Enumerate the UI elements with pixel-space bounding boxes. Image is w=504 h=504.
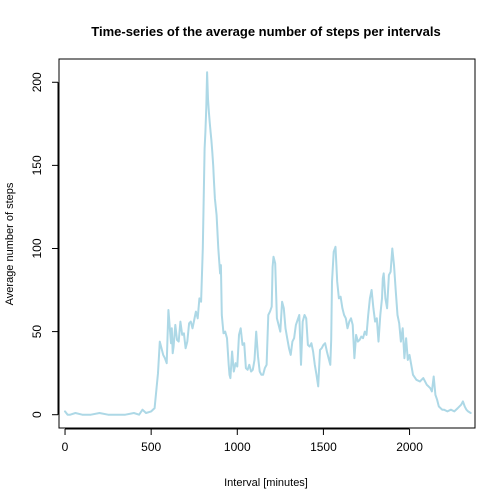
chart-title: Time-series of the average number of ste…	[91, 24, 440, 39]
x-tick-label: 0	[62, 440, 69, 454]
x-tick-label: 500	[141, 440, 161, 454]
x-tick-label: 1000	[224, 440, 251, 454]
y-axis: 0 50 100 150 200	[30, 72, 59, 418]
y-tick-label: 150	[30, 155, 44, 175]
x-axis-label: Interval [minutes]	[224, 477, 308, 489]
plot-area	[58, 58, 476, 429]
y-axis-label: Average number of steps	[4, 182, 16, 305]
x-tick-label: 2000	[396, 440, 423, 454]
x-axis: 0 500 1000 1500 2000	[62, 428, 423, 454]
x-tick-label: 1500	[310, 440, 337, 454]
y-tick-label: 0	[30, 411, 44, 418]
series-line-0	[64, 71, 472, 416]
y-tick-label: 100	[30, 238, 44, 258]
y-tick-label: 200	[30, 72, 44, 92]
y-tick-label: 50	[30, 325, 44, 339]
series-layer	[64, 71, 472, 416]
